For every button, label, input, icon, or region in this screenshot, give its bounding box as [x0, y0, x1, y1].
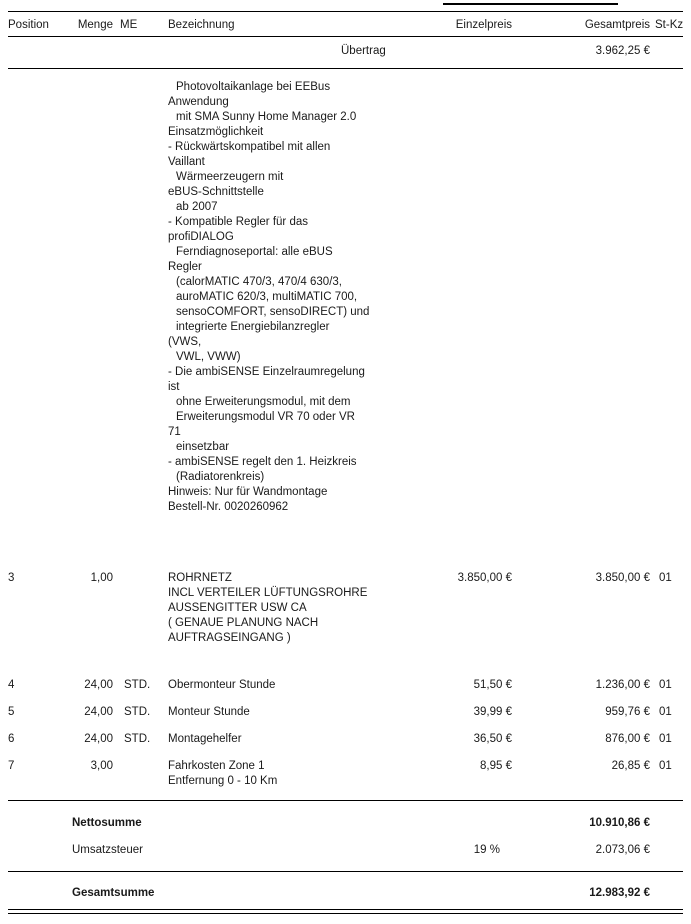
table-row-bezeichnung: Obermonteur Stunde [168, 679, 276, 691]
table-row-gesamtpreis: 3.850,00 € [595, 572, 650, 584]
description-line: Erweiterungsmodul VR 70 oder VR [176, 411, 355, 423]
table-row-position: 5 [8, 706, 15, 718]
table-row-me: STD. [124, 679, 151, 691]
summary-top-rule [8, 800, 683, 801]
table-row-stkz: 01 [659, 760, 672, 772]
summary-value-umsatzsteuer: 2.073,06 € [595, 844, 650, 856]
description-line: (VWS, [168, 336, 202, 348]
description-line: auroMATIC 620/3, multiMATIC 700, [176, 291, 358, 303]
table-row-menge: 24,00 [84, 733, 113, 745]
column-header-gesamtpreis: Gesamtpreis [584, 19, 650, 31]
column-header-bezeichnung: Bezeichnung [168, 19, 235, 31]
item-description-block: Photovoltaikanlage bei EEBus Anwendung mit… [168, 80, 418, 515]
table-row-gesamtpreis: 1.236,00 € [595, 679, 650, 691]
table-row-einzelpreis: 3.850,00 € [457, 572, 512, 584]
table-row-einzelpreis: 36,50 € [473, 733, 512, 745]
summary-bottom-rule-outer [8, 909, 683, 910]
description-line: eBUS-Schnittstelle [168, 186, 264, 198]
description-line: Anwendung [168, 96, 229, 108]
table-row-menge: 3,00 [90, 760, 113, 772]
table-row-stkz: 01 [659, 706, 672, 718]
table-row-einzelpreis: 51,50 € [473, 679, 512, 691]
table-row-position: 7 [8, 760, 15, 772]
table-row-menge: 24,00 [84, 679, 113, 691]
description-line: Einsatzmöglichkeit [168, 126, 264, 138]
table-row-gesamtpreis: 876,00 € [605, 733, 650, 745]
column-header-position: Position [8, 19, 49, 31]
column-header-menge: Menge [77, 19, 113, 31]
carryover-label: Übertrag [341, 45, 386, 57]
description-line: Vaillant [168, 156, 205, 168]
table-row-bezeichnung: Fahrkosten Zone 1 Entfernung 0 - 10 Km [168, 760, 278, 787]
description-line: Hinweis: Nur für Wandmontage [168, 486, 328, 498]
table-row-bezeichnung: Montagehelfer [168, 733, 242, 745]
column-header-me: ME [120, 19, 138, 31]
description-line: - Rückwärtskompatibel mit allen [168, 141, 331, 153]
description-line: ohne Erweiterungsmodul, mit dem [176, 396, 351, 408]
description-line: - Kompatible Regler für das [168, 216, 308, 228]
summary-value-gesamtsumme: 12.983,92 € [589, 887, 650, 899]
top-partial-rule [443, 3, 618, 5]
summary-rate-umsatzsteuer: 19 % [473, 844, 500, 856]
carryover-value: 3.962,25 € [595, 45, 650, 57]
table-row-me: STD. [124, 706, 151, 718]
summary-middle-rule [8, 871, 683, 872]
table-row-me: STD. [124, 733, 151, 745]
summary-label-umsatzsteuer: Umsatzsteuer [72, 844, 143, 856]
summary-value-nettosumme: 10.910,86 € [589, 817, 650, 829]
table-row-position: 6 [8, 733, 15, 745]
table-row-menge: 24,00 [84, 706, 113, 718]
description-line: Wärmeerzeugern mit [176, 171, 284, 183]
carryover-bottom-rule [8, 68, 683, 69]
description-line: (calorMATIC 470/3, 470/4 630/3, [176, 276, 342, 288]
table-row-bezeichnung: ROHRNETZ INCL VERTEILER LÜFTUNGSROHRE AU… [168, 572, 368, 644]
table-row-gesamtpreis: 26,85 € [611, 760, 650, 772]
header-bottom-rule [8, 36, 683, 37]
table-row-bezeichnung: Monteur Stunde [168, 706, 250, 718]
column-header-stkz: St-Kz [655, 19, 684, 31]
summary-bottom-rule-inner [8, 913, 683, 914]
summary-label-gesamtsumme: Gesamtsumme [72, 887, 155, 899]
table-row-menge: 1,00 [90, 572, 113, 584]
description-line: ab 2007 [176, 201, 218, 213]
description-line: VWL, VWW) [176, 351, 241, 363]
table-row-position: 3 [8, 572, 15, 584]
table-row-stkz: 01 [659, 733, 672, 745]
description-line: profiDIALOG [168, 231, 234, 243]
table-row-stkz: 01 [659, 679, 672, 691]
description-line: Bestell-Nr. 0020260962 [168, 501, 289, 513]
description-line: integrierte Energiebilanzregler [176, 321, 330, 333]
table-row-position: 4 [8, 679, 15, 691]
header-top-rule [8, 11, 683, 12]
description-line: Ferndiagnoseportal: alle eBUS [176, 246, 333, 258]
summary-label-nettosumme: Nettosumme [72, 817, 142, 829]
description-line: 71 [168, 426, 181, 438]
table-row-stkz: 01 [659, 572, 672, 584]
description-line: sensoCOMFORT, sensoDIRECT) und [176, 306, 370, 318]
description-line: Photovoltaikanlage bei EEBus [176, 81, 331, 93]
description-line: (Radiatorenkreis) [176, 471, 265, 483]
table-row-einzelpreis: 8,95 € [480, 760, 512, 772]
table-row-einzelpreis: 39,99 € [473, 706, 512, 718]
description-line: - Die ambiSENSE Einzelraumregelung [168, 366, 365, 378]
description-line: - ambiSENSE regelt den 1. Heizkreis [168, 456, 357, 468]
table-row-gesamtpreis: 959,76 € [605, 706, 650, 718]
description-line: Regler [168, 261, 202, 273]
description-line: ist [168, 381, 180, 393]
description-line: mit SMA Sunny Home Manager 2.0 [176, 111, 357, 123]
description-line: einsetzbar [176, 441, 230, 453]
column-header-einzelpreis: Einzelpreis [455, 19, 512, 31]
